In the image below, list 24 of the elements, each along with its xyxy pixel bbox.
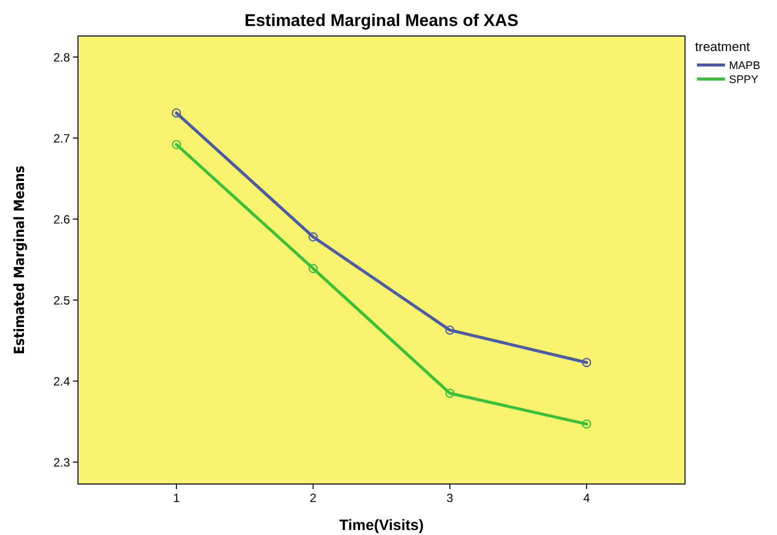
x-axis-title: Time(Visits) bbox=[339, 517, 424, 534]
legend-label: MAPB bbox=[729, 60, 760, 72]
point bbox=[445, 388, 454, 398]
point bbox=[582, 419, 592, 429]
point bbox=[308, 264, 318, 274]
y-tick-label: 2.4 bbox=[53, 374, 70, 388]
legend-title: treatment bbox=[695, 39, 750, 54]
point bbox=[582, 358, 592, 368]
x-tick-label: 4 bbox=[583, 491, 590, 505]
y-tick-label: 2.5 bbox=[53, 293, 70, 308]
legend-label: SPPY bbox=[729, 74, 760, 86]
point bbox=[172, 140, 182, 150]
y-tick-label: 2.3 bbox=[53, 455, 70, 470]
x-tick-label: 2 bbox=[310, 491, 317, 505]
y-tick-label: 2.6 bbox=[53, 212, 70, 226]
y-axis-title: Estimated Marginal Means bbox=[12, 166, 28, 354]
chart-title: Estimated Marginal Means of XAS bbox=[244, 11, 518, 30]
point bbox=[445, 325, 454, 335]
point bbox=[172, 108, 182, 118]
y-tick-label: 2.7 bbox=[53, 131, 70, 146]
point bbox=[308, 232, 318, 242]
y-tick-label: 2.8 bbox=[53, 50, 70, 64]
x-tick-label: 3 bbox=[446, 491, 454, 505]
x-tick-label: 1 bbox=[173, 491, 180, 505]
